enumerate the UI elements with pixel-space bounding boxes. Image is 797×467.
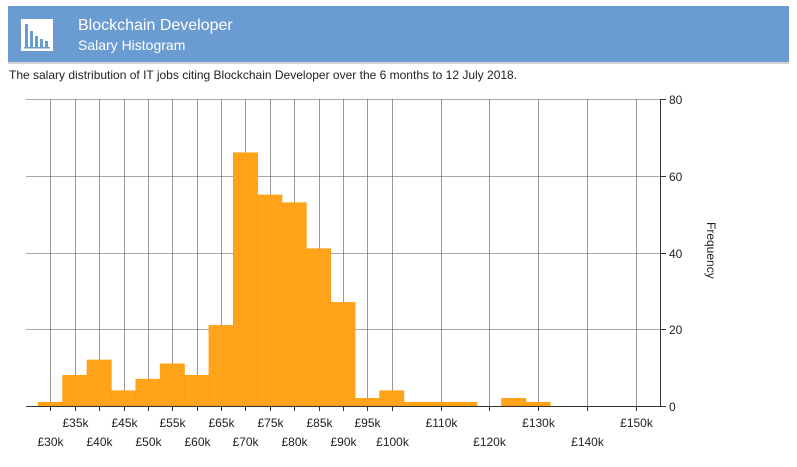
histogram-bar xyxy=(86,359,112,407)
header-bar: Blockchain Developer Salary Histogram xyxy=(8,6,789,64)
x-tick-label: £65k xyxy=(208,416,235,430)
y-tick-label: 20 xyxy=(669,323,683,337)
x-tick-label: £110k xyxy=(426,416,459,430)
x-tick-label: £140k xyxy=(571,435,605,449)
x-tick-label: £120k xyxy=(473,435,507,449)
histogram-bar xyxy=(233,152,258,407)
histogram-bar xyxy=(452,401,478,407)
chart-description: The salary distribution of IT jobs citin… xyxy=(9,68,518,82)
histogram-bar xyxy=(428,401,453,407)
histogram-bar xyxy=(354,398,380,407)
page-subtitle: Salary Histogram xyxy=(78,37,186,53)
x-tick-label: £60k xyxy=(184,435,211,449)
histogram-bar xyxy=(501,398,527,407)
x-tick-label: £150k xyxy=(620,416,654,430)
x-tick-label: £40k xyxy=(86,435,113,449)
labels-layer: 0 20 40 60 80 £30k £35k £40k £45k £50k £55k £60k £65… xyxy=(37,93,682,449)
x-tick-label: £50k xyxy=(135,435,162,449)
histogram-bar xyxy=(159,363,185,407)
histogram-bar xyxy=(306,248,332,407)
x-tick-label: £95k xyxy=(354,416,381,430)
bars-layer xyxy=(37,152,551,407)
x-tick-label: £30k xyxy=(37,435,64,449)
bar-chart-icon xyxy=(21,19,53,51)
x-tick-label: £85k xyxy=(306,416,333,430)
histogram-bar xyxy=(135,378,161,407)
histogram-bar xyxy=(281,202,307,407)
y-axis-label: Frequency xyxy=(704,222,718,279)
x-tick-label: £80k xyxy=(281,435,308,449)
page-title: Blockchain Developer xyxy=(78,17,233,34)
x-tick-label: £100k xyxy=(376,435,410,449)
histogram-bar xyxy=(525,401,551,407)
x-tick-label: £90k xyxy=(330,435,357,449)
x-tick-label: £55k xyxy=(159,416,186,430)
y-tick-label: 60 xyxy=(669,170,683,184)
histogram-bar xyxy=(37,401,63,407)
x-tick-label: £130k xyxy=(522,416,556,430)
y-tick-label: 0 xyxy=(669,400,676,414)
histogram-bar xyxy=(379,390,405,407)
y-tick-label: 40 xyxy=(669,247,683,261)
histogram-bar xyxy=(62,375,88,407)
histogram-bar xyxy=(403,401,429,407)
x-tick-label: £70k xyxy=(232,435,259,449)
x-tick-label: £35k xyxy=(62,416,89,430)
x-tick-label: £75k xyxy=(257,416,284,430)
axes-layer xyxy=(26,99,666,411)
histogram-bar xyxy=(330,302,356,407)
x-tick-label: £45k xyxy=(111,416,138,430)
histogram-bar xyxy=(184,375,210,407)
histogram-bar xyxy=(208,325,234,407)
y-tick-label: 80 xyxy=(669,93,683,107)
histogram-bar xyxy=(111,390,136,407)
histogram-bar xyxy=(257,194,283,407)
